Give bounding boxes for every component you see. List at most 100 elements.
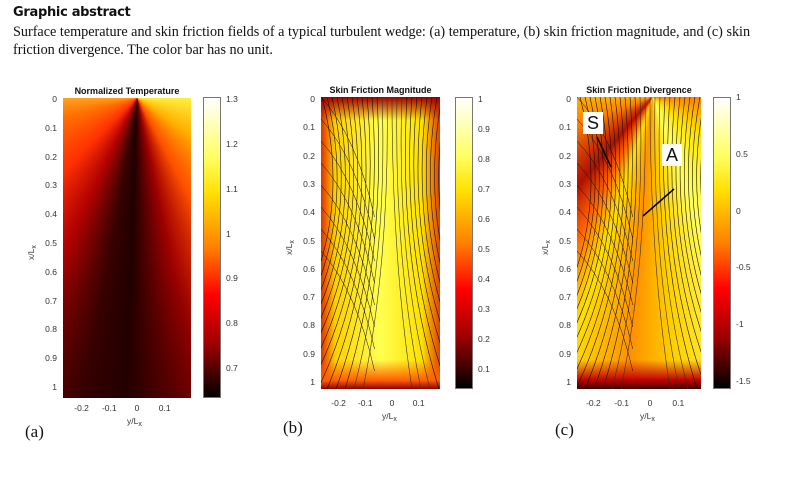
x-axis-label: y/Lx [640,411,655,423]
streamline [577,140,634,262]
streamlines [321,97,440,389]
colorbar-tick-label: 1.3 [226,94,238,104]
y-tick-label: 0.8 [45,324,57,335]
colorbar-tick-label: 0.8 [478,154,490,164]
x-tick-label: 0.1 [672,398,685,408]
x-tick-label: -0.2 [586,398,601,408]
streamline [577,97,592,268]
y-axis-label-sub: x [289,240,296,244]
streamline [683,97,701,295]
streamline [577,97,617,353]
y-axis-label: x/Lx [540,240,552,255]
streamline [321,97,359,349]
y-tick-label: 1 [310,377,315,387]
colorbar-tick-label: 1.1 [226,183,238,194]
x-axis-label-sub: x [651,416,655,423]
y-tick-label: 1 [566,377,571,387]
streamline [611,97,642,389]
streamline [679,97,701,313]
y-tick-label: 0.2 [45,151,57,162]
streamline [577,162,634,284]
y-tick-label: 0.1 [45,122,57,133]
y-tick-label: 0.9 [559,348,571,359]
colorbar-tick-label: 0.5 [736,148,748,159]
x-tick-label: 0.1 [412,398,425,408]
streamline [577,184,634,306]
streamline [405,97,440,389]
x-tick-label: -0.1 [357,398,373,408]
x-tick-label: 0 [389,398,395,408]
y-tick-label: 0 [52,94,57,104]
streamline [577,206,634,328]
colorbar-tick-label: 1 [226,228,231,239]
y-tick-label: 0.6 [45,266,57,277]
colorbar-a [203,97,221,398]
y-axis-label-sub: x [31,245,38,249]
colorbar-tick-label: 0.7 [478,184,490,194]
x-axis-label-sub: x [138,421,142,428]
streamline [321,184,375,306]
streamline [321,97,350,319]
streamline [396,97,422,389]
streamline [577,97,621,370]
y-tick-label: 0.9 [303,348,315,359]
x-tick-label: 0 [134,403,140,413]
y-tick-label: 0.7 [303,292,315,303]
colorbar-tick-label: 0.8 [226,318,238,329]
streamline [321,228,375,350]
y-tick-label: 0.4 [45,209,57,220]
colorbar-tick-label: -1.5 [736,376,751,386]
streamline [593,97,633,389]
streamline [321,97,367,384]
streamline [654,97,680,389]
streamline [321,97,354,334]
panel-label-a: (a) [25,422,44,441]
y-tick-label: 0.3 [559,178,571,189]
streamline [321,118,375,240]
plot-area-b [321,97,440,389]
streamline [344,97,379,389]
section-heading: Graphic abstract [13,5,131,20]
y-tick-label: 0.2 [303,150,315,161]
colorbar-b [455,97,473,389]
streamline [326,97,371,389]
y-tick-label: 1 [52,382,57,392]
colorbar-tick-label: 0 [736,205,741,216]
y-tick-label: 0.4 [303,207,315,218]
colorbar-tick-label: 0.1 [478,364,490,374]
y-tick-label: 0.4 [559,207,571,218]
plot-title-c: Skin Friction Divergence [586,85,692,95]
y-tick-label: 0.3 [303,178,315,189]
y-tick-label: 0.6 [303,263,315,274]
streamline [413,97,440,344]
colorbar-tick-label: -1 [736,319,744,330]
streamline [584,97,629,389]
x-tick-label: -0.2 [331,398,346,408]
x-tick-label: -0.2 [74,403,89,413]
streamline [321,97,363,365]
streamline [321,97,346,305]
streamline [577,97,625,388]
streamline [696,117,701,234]
streamline [577,97,608,324]
streamline [417,97,440,323]
x-axis-label-sub: x [393,416,397,423]
y-tick-label: 0.9 [45,353,57,364]
colorbar-tick-label: 1 [478,94,483,104]
streamline [321,162,375,284]
streamline [321,97,342,291]
streamline [353,97,384,389]
streamline [577,228,634,350]
streamline [400,97,431,389]
streamline [667,97,701,376]
streamline [438,142,440,211]
streamline [321,97,375,218]
streamline [321,206,375,328]
colorbar-tick-label: 0.6 [478,214,490,224]
streamline [335,97,375,389]
y-tick-label: 0.7 [559,292,571,303]
y-axis-label-sub: x [545,240,552,244]
colorbar-tick-label: 0.9 [478,124,490,134]
colorbar-tick-label: 0.7 [226,363,238,373]
